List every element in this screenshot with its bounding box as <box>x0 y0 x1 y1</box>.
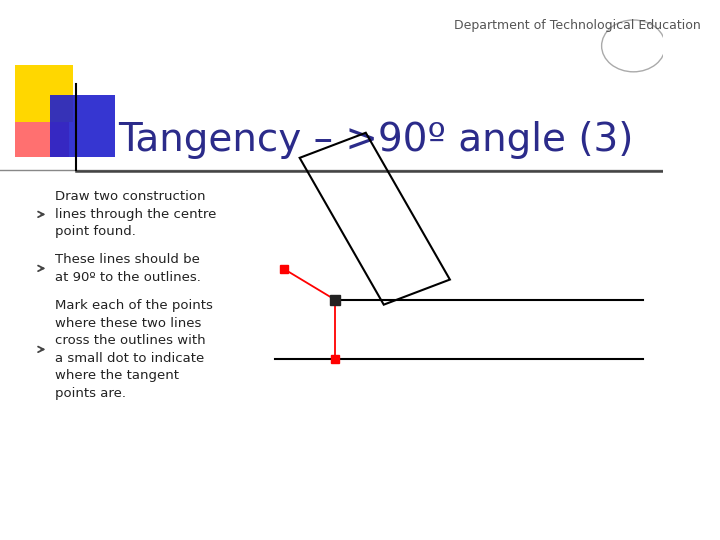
Text: Draw two construction
lines through the centre
point found.: Draw two construction lines through the … <box>55 191 217 238</box>
Bar <box>50 94 114 157</box>
Text: Tangency – >90º angle (3): Tangency – >90º angle (3) <box>118 122 634 159</box>
Text: Department of Technological Education: Department of Technological Education <box>454 19 701 32</box>
Bar <box>14 100 69 157</box>
Text: These lines should be
at 90º to the outlines.: These lines should be at 90º to the outl… <box>55 253 201 284</box>
Bar <box>14 65 73 122</box>
Text: Mark each of the points
where these two lines
cross the outlines with
a small do: Mark each of the points where these two … <box>55 299 213 400</box>
